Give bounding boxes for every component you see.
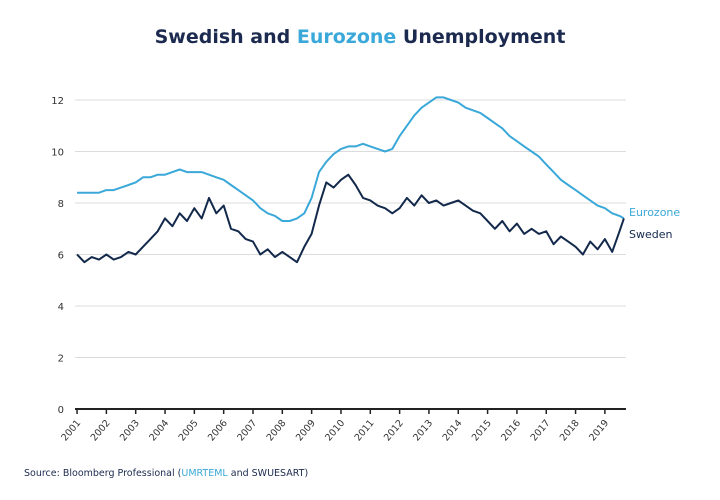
y-tick-label: 8 (58, 199, 64, 210)
x-tick-label: 2019 (587, 418, 611, 444)
y-tick-label: 4 (58, 302, 64, 313)
x-tick-label: 2005 (177, 418, 201, 444)
source-code-eurozone: UMRTEML (181, 468, 228, 479)
source-middle: and (227, 468, 252, 479)
x-tick-label: 2013 (411, 418, 435, 444)
source-code-sweden: SWUESART (251, 468, 305, 479)
y-tick-label: 2 (58, 354, 64, 365)
x-tick-label: 2015 (470, 418, 494, 444)
series-line-sweden (76, 173, 625, 264)
x-tick-label: 2007 (235, 418, 259, 444)
x-tick-label: 2016 (499, 418, 523, 444)
x-tick-label: 2008 (265, 418, 289, 444)
series-label-sweden: Sweden (629, 228, 672, 241)
x-tick-label: 2009 (294, 418, 318, 444)
y-tick-label: 6 (58, 251, 64, 262)
x-tick-label: 2017 (529, 418, 553, 444)
x-tick-label: 2018 (558, 418, 582, 444)
chart-title: Swedish and Eurozone Unemployment (0, 26, 720, 48)
y-tick-label: 10 (51, 148, 64, 159)
x-tick-label: 2002 (89, 418, 113, 444)
title-part: Swedish and (154, 26, 297, 48)
title-part: Unemployment (396, 26, 566, 48)
x-tick-label: 2003 (118, 418, 142, 444)
x-tick-label: 2011 (353, 418, 377, 444)
source-prefix: Source: Bloomberg Professional ( (24, 468, 182, 479)
source-note: Source: Bloomberg Professional (UMRTEML … (24, 468, 308, 479)
source-suffix: ) (304, 468, 309, 479)
series-line-eurozone (77, 96, 625, 222)
x-tick-label: 2012 (382, 418, 406, 444)
x-tick-label: 2004 (147, 418, 171, 444)
x-tick-label: 2010 (323, 418, 347, 444)
x-tick-label: 2006 (206, 418, 230, 444)
y-tick-label: 12 (51, 96, 64, 107)
y-tick-label: 0 (58, 405, 64, 416)
x-tick-label: 2014 (441, 418, 465, 444)
title-eurozone: Eurozone (296, 26, 397, 48)
series-label-eurozone: Eurozone (629, 206, 680, 219)
x-tick-label: 2001 (59, 418, 83, 444)
